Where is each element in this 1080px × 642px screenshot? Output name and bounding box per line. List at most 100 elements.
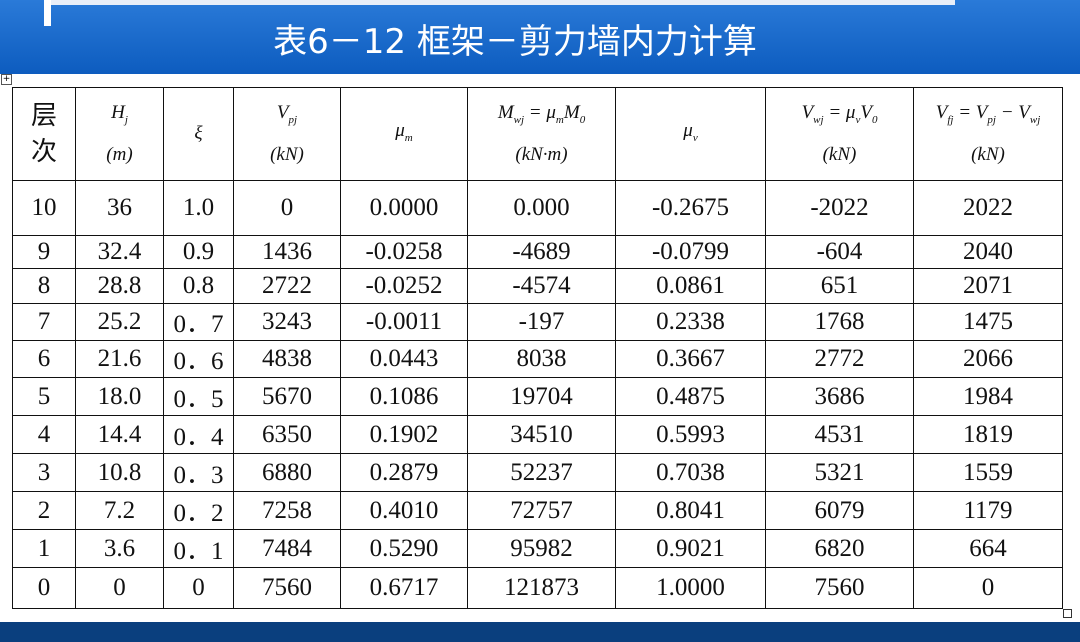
table-cell: 1179 xyxy=(913,491,1063,530)
table-row: 9 32.4 0.9 1436 -0.0258 -4689 -0.0799 -604 2040 xyxy=(12,235,1063,269)
header-text: H xyxy=(111,101,125,123)
table-cell: 0.5993 xyxy=(615,415,766,454)
table-cell: 14.4 xyxy=(75,415,164,454)
header-cell: Vpj (kN) xyxy=(233,87,341,181)
table-cell: 1436 xyxy=(233,235,341,269)
table-cell: 1768 xyxy=(765,303,914,341)
header-cell: ξ xyxy=(163,87,234,181)
header-text: = μ xyxy=(524,101,556,123)
table-cell: 0.4010 xyxy=(340,491,468,530)
table-cell: 32.4 xyxy=(75,235,164,269)
header-band xyxy=(0,0,1080,74)
header-line: μm xyxy=(341,113,467,156)
table-cell: 0.2338 xyxy=(615,303,766,341)
table-cell: 0．5 xyxy=(163,377,234,416)
table-cell: 0.4875 xyxy=(615,377,766,416)
header-text: ξ xyxy=(194,123,203,144)
table-cell: 19704 xyxy=(467,377,616,416)
table-cell: 6 xyxy=(12,340,76,378)
header-text: 层 xyxy=(30,101,57,130)
header-row: 层次 Hj (m) ξ Vpj (kN) μm Mwj = μmM0 (kN·m) μv Vwj =… xyxy=(12,87,1063,181)
header-text: − V xyxy=(995,101,1030,123)
table-cell: 5 xyxy=(12,377,76,416)
table-cell: 0．6 xyxy=(163,340,234,378)
table-row: 7 25.2 0．7 3243 -0.0011 -197 0.2338 1768 1475 xyxy=(12,303,1063,341)
table-cell: -604 xyxy=(765,235,914,269)
slide-title: 表6－12 框架－剪力墙内力计算 xyxy=(273,22,757,62)
header-text: M xyxy=(497,101,514,123)
table-cell: 3.6 xyxy=(75,529,164,568)
table-cell: 1559 xyxy=(913,453,1063,492)
header-text: μ xyxy=(683,119,693,141)
header-cell: 层次 xyxy=(12,87,76,181)
table-cell: 34510 xyxy=(467,415,616,454)
table-row: 3 10.8 0．3 6880 0.2879 52237 0.7038 5321 1559 xyxy=(12,453,1063,492)
table-cell: 0.3667 xyxy=(615,340,766,378)
table-row: 2 7.2 0．2 7258 0.4010 72757 0.8041 6079 1179 xyxy=(12,491,1063,530)
table-cell: 0.7038 xyxy=(615,453,766,492)
table-cell: 0.6717 xyxy=(340,567,468,609)
header-subscript: v xyxy=(692,131,698,144)
header-cell: Hj (m) xyxy=(75,87,164,181)
header-line: (m) xyxy=(76,137,163,173)
table-row: 0 0 0 7560 0.6717 121873 1.0000 7560 0 xyxy=(12,567,1063,609)
table-cell: 7560 xyxy=(233,567,341,609)
table-cell: 1.0000 xyxy=(615,567,766,609)
table-cell: 0 xyxy=(163,567,234,609)
header-text: (kN·m) xyxy=(515,144,568,166)
table-cell: 3243 xyxy=(233,303,341,341)
table-cell: -0.2675 xyxy=(615,180,766,236)
header-subscript: wj xyxy=(1029,113,1041,126)
table-cell: 6880 xyxy=(233,453,341,492)
table-cell: 0．2 xyxy=(163,491,234,530)
table-cell: 0 xyxy=(75,567,164,609)
header-line: (kN·m) xyxy=(468,137,615,173)
table-cell: 0.2879 xyxy=(340,453,468,492)
header-text: V xyxy=(276,101,289,123)
resize-handle[interactable] xyxy=(1063,609,1072,618)
header-cell: Vwj = μvV0 (kN) xyxy=(765,87,914,181)
table-cell: 52237 xyxy=(467,453,616,492)
table-cell: 28.8 xyxy=(75,268,164,304)
table-cell: 0.0861 xyxy=(615,268,766,304)
table-cell: -4689 xyxy=(467,235,616,269)
table-cell: 2071 xyxy=(913,268,1063,304)
table-cell: 664 xyxy=(913,529,1063,568)
table-cell: 7560 xyxy=(765,567,914,609)
table-row: 8 28.8 0.8 2722 -0.0252 -4574 0.0861 651 2071 xyxy=(12,268,1063,304)
table-cell: 6079 xyxy=(765,491,914,530)
header-subscript: pj xyxy=(987,113,996,126)
data-table: 层次 Hj (m) ξ Vpj (kN) μm Mwj = μmM0 (kN·m) μv Vwj =… xyxy=(12,87,1063,609)
table-cell: 10 xyxy=(12,180,76,236)
table-cell: 1475 xyxy=(913,303,1063,341)
table-cell: 5321 xyxy=(765,453,914,492)
table-cell: 4838 xyxy=(233,340,341,378)
header-subscript: wj xyxy=(813,113,824,126)
table-cell: 0.8 xyxy=(163,268,234,304)
table-cell: 0.9 xyxy=(163,235,234,269)
table-cell: 18.0 xyxy=(75,377,164,416)
table-row: 6 21.6 0．6 4838 0.0443 8038 0.3667 2772 2066 xyxy=(12,340,1063,378)
header-line: Vwj = μvV0 xyxy=(766,95,913,138)
table-cell: -197 xyxy=(467,303,616,341)
table-cell: 1819 xyxy=(913,415,1063,454)
table-cell: -4574 xyxy=(467,268,616,304)
header-line: 次 xyxy=(13,134,75,170)
header-subscript: 0 xyxy=(579,113,586,126)
table-cell: 0.9021 xyxy=(615,529,766,568)
header-cell: Vfj = Vpj − Vwj (kN) xyxy=(913,87,1063,181)
header-line: 层 xyxy=(13,98,75,134)
table-cell: 10.8 xyxy=(75,453,164,492)
header-line: (kN) xyxy=(914,137,1062,173)
decor-strip xyxy=(45,0,955,5)
table-cell: 2722 xyxy=(233,268,341,304)
footer-band xyxy=(0,622,1080,642)
header-text: 次 xyxy=(30,137,57,166)
table-move-handle[interactable]: + xyxy=(1,74,12,85)
table-cell: 72757 xyxy=(467,491,616,530)
header-text: (m) xyxy=(106,144,133,166)
table-cell: 36 xyxy=(75,180,164,236)
header-line: Mwj = μmM0 xyxy=(468,95,615,138)
header-text: V xyxy=(860,101,872,123)
